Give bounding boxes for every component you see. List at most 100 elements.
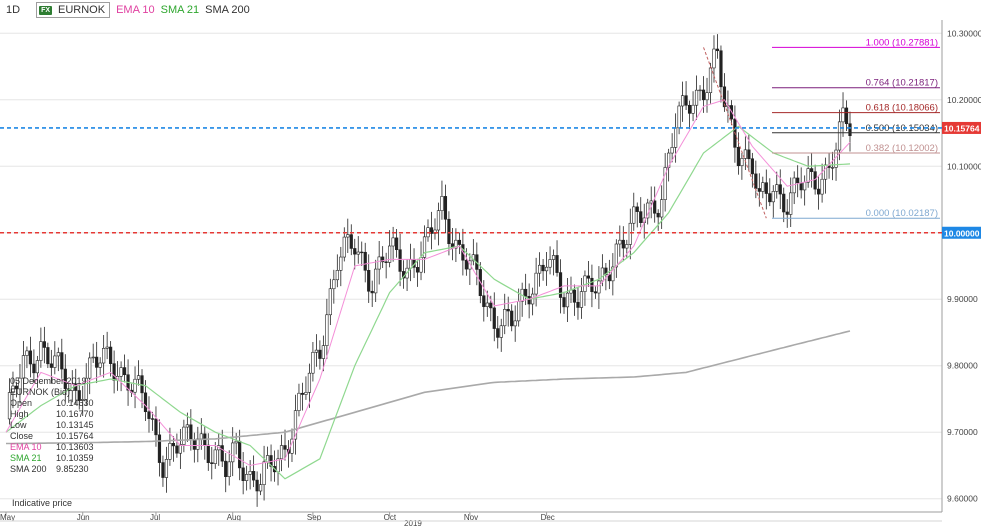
ema10-line [5, 99, 851, 467]
y-tick-label: 10.30000 [947, 28, 981, 38]
symbol-box[interactable]: FX EURNOK [36, 2, 111, 18]
x-tick-label: Sep [307, 513, 322, 522]
info-label: Open [10, 398, 33, 408]
candle [447, 218, 451, 245]
legend-ema10[interactable]: EMA 10 [116, 4, 155, 16]
candle [192, 439, 196, 450]
candle [625, 244, 629, 249]
y-tick-label: 9.80000 [947, 361, 978, 371]
x-tick-label: Nov [464, 513, 478, 522]
info-label: EMA 10 [10, 442, 42, 452]
candle [579, 291, 584, 308]
candle [527, 296, 531, 305]
info-row-sma200: SMA 200 9.85230 [10, 464, 94, 475]
candle [775, 184, 779, 192]
candle [381, 256, 385, 263]
candle [841, 107, 845, 123]
info-row-close: Close 10.15764 [10, 431, 94, 442]
candle [663, 167, 667, 200]
candle [98, 362, 102, 368]
candle [122, 367, 127, 376]
candle [339, 256, 343, 271]
fib-level-label: 0.000 (10.02187) [866, 208, 938, 219]
candle [565, 292, 570, 308]
candle [817, 188, 821, 195]
candle [297, 392, 301, 411]
candle [234, 440, 238, 444]
candle [632, 206, 636, 224]
candle [164, 459, 169, 478]
y-tick-label: 10.10000 [947, 161, 981, 171]
candle [154, 418, 158, 436]
candle [443, 196, 448, 220]
candle [639, 211, 643, 223]
candle [813, 171, 817, 190]
candle [778, 184, 782, 195]
candle [687, 104, 692, 114]
candle [572, 289, 577, 303]
candle [346, 234, 350, 238]
candle [799, 182, 803, 191]
candle [694, 89, 699, 106]
candle [248, 471, 252, 475]
candle [18, 377, 22, 390]
candle [300, 392, 305, 395]
candle [715, 48, 720, 52]
candle [342, 236, 346, 258]
candle [415, 267, 420, 273]
candle [279, 445, 284, 460]
legend-sma21[interactable]: SMA 21 [160, 4, 200, 16]
candle [517, 301, 521, 322]
candle [736, 147, 740, 167]
candle [367, 269, 371, 292]
candle [349, 234, 353, 249]
interval-label[interactable]: 1D [6, 4, 21, 16]
candle [538, 264, 542, 274]
candle [21, 355, 26, 379]
candle [353, 248, 357, 255]
candle [252, 471, 256, 481]
candle [143, 392, 148, 413]
candle [457, 239, 461, 245]
candle [374, 268, 378, 294]
candle [837, 121, 842, 151]
candle [548, 259, 552, 268]
candle [109, 346, 113, 364]
candle [105, 346, 109, 349]
candle [245, 474, 249, 481]
candle [220, 445, 224, 462]
level-label: 10.00000 [944, 228, 980, 238]
candle [555, 255, 559, 273]
candle [830, 167, 835, 169]
candle [436, 210, 441, 231]
candle [792, 177, 796, 194]
legend-sma200[interactable]: SMA 200 [205, 4, 250, 16]
candle [593, 291, 598, 294]
candle [562, 297, 566, 308]
candle [77, 390, 81, 401]
candle [628, 222, 632, 245]
candle [496, 328, 500, 338]
candle [750, 158, 754, 175]
y-tick-label: 9.90000 [947, 294, 978, 304]
y-tick-label: 9.70000 [947, 427, 978, 437]
candle [391, 237, 395, 247]
candle [238, 440, 242, 469]
candle [32, 363, 36, 374]
candle [11, 385, 15, 393]
candle [844, 107, 849, 125]
candle [541, 264, 545, 272]
candle [81, 399, 85, 401]
candle [796, 177, 800, 184]
candle [513, 320, 517, 327]
info-value: 10.13145 [56, 420, 94, 430]
symbol-label: EURNOK [58, 4, 106, 16]
candle [318, 349, 322, 359]
x-tick-label: May [0, 513, 15, 522]
candle [806, 168, 810, 183]
candle [314, 349, 318, 353]
candle [747, 149, 751, 160]
candle [46, 347, 50, 365]
candle [510, 310, 514, 327]
